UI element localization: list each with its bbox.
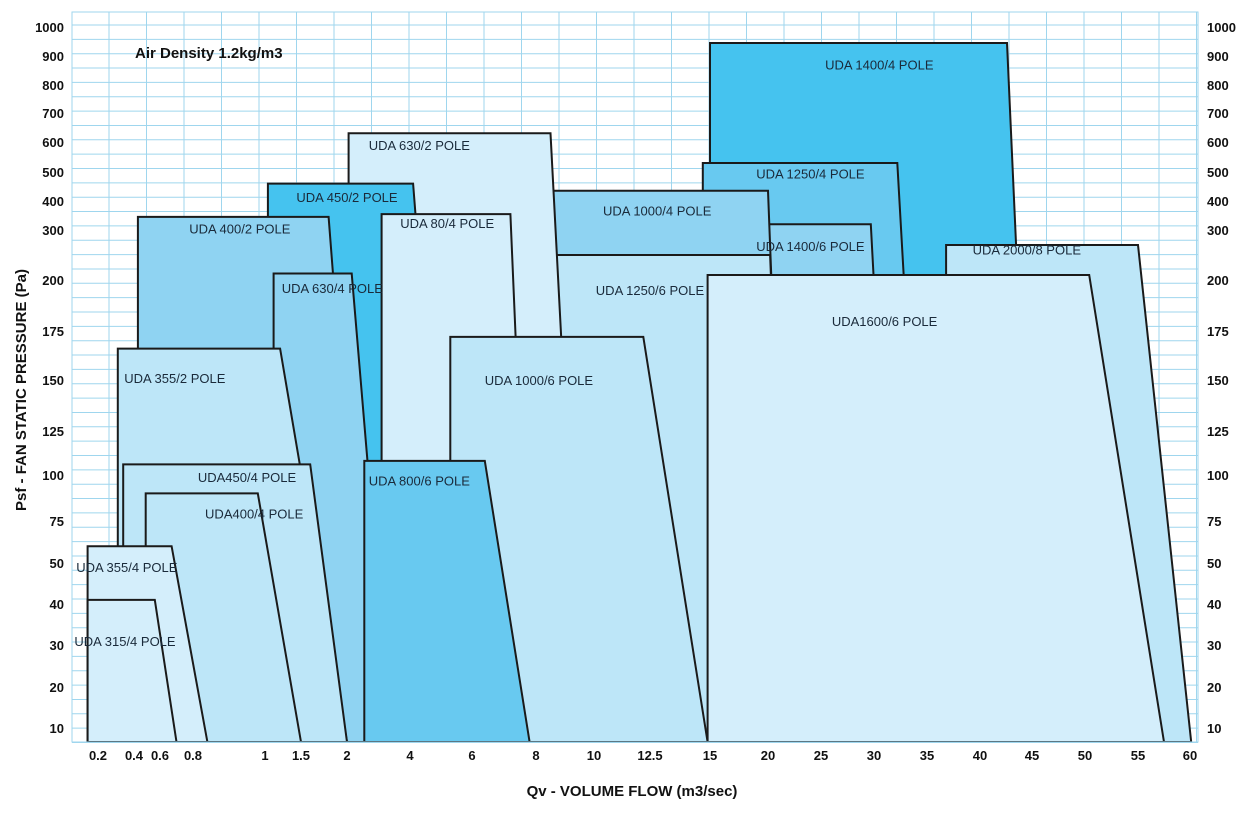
y-tick-label-left: 75 (50, 514, 64, 529)
x-tick-label: 1.5 (292, 748, 310, 763)
y-tick-label-right: 400 (1207, 194, 1229, 209)
x-tick-label: 0.8 (184, 748, 202, 763)
y-tick-label-left: 900 (42, 49, 64, 64)
y-tick-label-left: 400 (42, 194, 64, 209)
y-tick-label-right: 100 (1207, 468, 1229, 483)
region-label: UDA 355/2 POLE (124, 371, 225, 386)
region-label: UDA 1250/6 POLE (596, 283, 705, 298)
region-label: UDA 80/4 POLE (400, 216, 494, 231)
x-tick-label: 4 (406, 748, 414, 763)
y-tick-label-left: 100 (42, 468, 64, 483)
region-label: UDA 315/4 POLE (74, 634, 175, 649)
x-tick-label: 55 (1131, 748, 1145, 763)
y-tick-label-left: 30 (50, 638, 64, 653)
x-tick-label: 2 (343, 748, 350, 763)
plot-baseline (72, 741, 1198, 743)
y-tick-label-left: 1000 (35, 20, 64, 35)
y-tick-label-right: 40 (1207, 597, 1221, 612)
fan-region (706, 274, 1166, 743)
region-labels: UDA 1400/4 POLE UDA 1250/4 POLE UDA 1000/4… (74, 58, 1081, 649)
y-tick-label-left: 40 (50, 597, 64, 612)
y-tick-label-left: 700 (42, 106, 64, 121)
y-tick-label-left: 600 (42, 135, 64, 150)
x-tick-label: 50 (1078, 748, 1092, 763)
region-label: UDA 2000/8 POLE (973, 243, 1082, 258)
y-tick-label-right: 700 (1207, 106, 1229, 121)
y-tick-label-left: 175 (42, 324, 64, 339)
region-label: UDA 1250/4 POLE (756, 166, 865, 181)
x-tick-label: 45 (1025, 748, 1039, 763)
y-tick-label-right: 200 (1207, 273, 1229, 288)
region-label: UDA 1000/4 POLE (603, 203, 712, 218)
region-label: UDA 1400/4 POLE (825, 58, 934, 73)
x-tick-label: 0.2 (89, 748, 107, 763)
y-tick-label-left: 800 (42, 78, 64, 93)
y-tick-label-left: 300 (42, 223, 64, 238)
y-tick-label-right: 150 (1207, 373, 1229, 388)
y-tick-label-right: 125 (1207, 424, 1229, 439)
region-label: UDA400/4 POLE (205, 507, 304, 522)
region-label: UDA 355/4 POLE (76, 560, 177, 575)
axis-ticks: 0.2 0.4 0.6 0.8 1 1.5 2 4 6 8 10 12.5 15 20 25 30 35 40 45… (35, 20, 1236, 763)
x-tick-label: 30 (867, 748, 881, 763)
y-tick-label-right: 900 (1207, 49, 1229, 64)
x-tick-label: 20 (761, 748, 775, 763)
y-tick-label-right: 300 (1207, 223, 1229, 238)
region-label: UDA 630/4 POLE (282, 281, 383, 296)
y-tick-label-left: 10 (50, 721, 64, 736)
x-tick-label: 25 (814, 748, 828, 763)
x-tick-label: 1 (261, 748, 268, 763)
y-tick-label-left: 20 (50, 680, 64, 695)
y-tick-label-left: 200 (42, 273, 64, 288)
x-tick-label: 40 (973, 748, 987, 763)
y-tick-label-right: 600 (1207, 135, 1229, 150)
x-tick-label: 8 (532, 748, 539, 763)
region-label: UDA 1400/6 POLE (756, 239, 865, 254)
chart-title: Air Density 1.2kg/m3 (135, 45, 283, 62)
y-tick-label-right: 175 (1207, 324, 1229, 339)
x-tick-label: 0.6 (151, 748, 169, 763)
y-tick-label-left: 150 (42, 373, 64, 388)
region-label: UDA 1000/6 POLE (485, 373, 594, 388)
x-tick-label: 12.5 (637, 748, 662, 763)
y-tick-label-right: 1000 (1207, 20, 1236, 35)
region-label: UDA450/4 POLE (198, 470, 297, 485)
y-tick-label-right: 20 (1207, 680, 1221, 695)
region-label: UDA 400/2 POLE (189, 222, 290, 237)
y-tick-label-left: 500 (42, 165, 64, 180)
y-tick-label-left: 50 (50, 556, 64, 571)
region-label: UDA1600/6 POLE (832, 314, 938, 329)
x-tick-label: 15 (703, 748, 717, 763)
x-tick-label: 0.4 (125, 748, 144, 763)
x-axis-title: Qv - VOLUME FLOW (m3/sec) (527, 783, 738, 800)
x-tick-label: 6 (468, 748, 475, 763)
x-tick-label: 35 (920, 748, 934, 763)
y-tick-label-right: 800 (1207, 78, 1229, 93)
y-tick-label-right: 75 (1207, 514, 1221, 529)
y-tick-label-left: 125 (42, 424, 64, 439)
y-tick-label-right: 10 (1207, 721, 1221, 736)
y-tick-label-right: 50 (1207, 556, 1221, 571)
region-label: UDA 800/6 POLE (369, 474, 470, 489)
y-tick-label-right: 30 (1207, 638, 1221, 653)
region-label: UDA 450/2 POLE (296, 190, 397, 205)
fan-regions (72, 42, 1198, 743)
region-label: UDA 630/2 POLE (369, 138, 470, 153)
x-tick-label: 10 (587, 748, 601, 763)
y-tick-label-right: 500 (1207, 165, 1229, 180)
x-tick-label: 60 (1183, 748, 1197, 763)
y-axis-title: Psf - FAN STATIC PRESSURE (Pa) (13, 269, 30, 511)
